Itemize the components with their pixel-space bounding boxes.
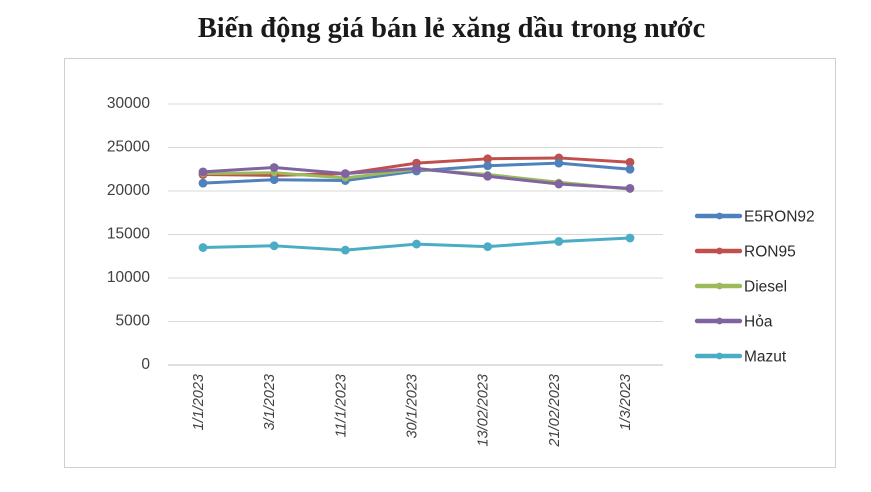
svg-text:11/1/2023: 11/1/2023: [333, 374, 349, 437]
svg-text:RON95: RON95: [744, 244, 796, 261]
svg-text:21/02/2023: 21/02/2023: [547, 374, 563, 448]
svg-text:10000: 10000: [107, 269, 150, 286]
svg-text:25000: 25000: [107, 139, 150, 156]
svg-text:Mazut: Mazut: [744, 349, 787, 366]
svg-text:0: 0: [141, 356, 150, 373]
svg-text:5000: 5000: [116, 313, 151, 330]
svg-text:Diesel: Diesel: [744, 279, 787, 296]
svg-text:1/3/2023: 1/3/2023: [618, 374, 634, 430]
svg-text:3/1/2023: 3/1/2023: [262, 374, 278, 430]
svg-text:30/1/2023: 30/1/2023: [405, 374, 421, 439]
svg-text:30000: 30000: [107, 95, 150, 112]
svg-text:Hỏa: Hỏa: [744, 314, 773, 331]
svg-text:15000: 15000: [107, 226, 150, 243]
svg-text:E5RON92: E5RON92: [744, 209, 815, 226]
svg-text:13/02/2023: 13/02/2023: [476, 374, 492, 447]
svg-text:1/1/2023: 1/1/2023: [191, 374, 207, 430]
svg-text:20000: 20000: [107, 182, 150, 199]
